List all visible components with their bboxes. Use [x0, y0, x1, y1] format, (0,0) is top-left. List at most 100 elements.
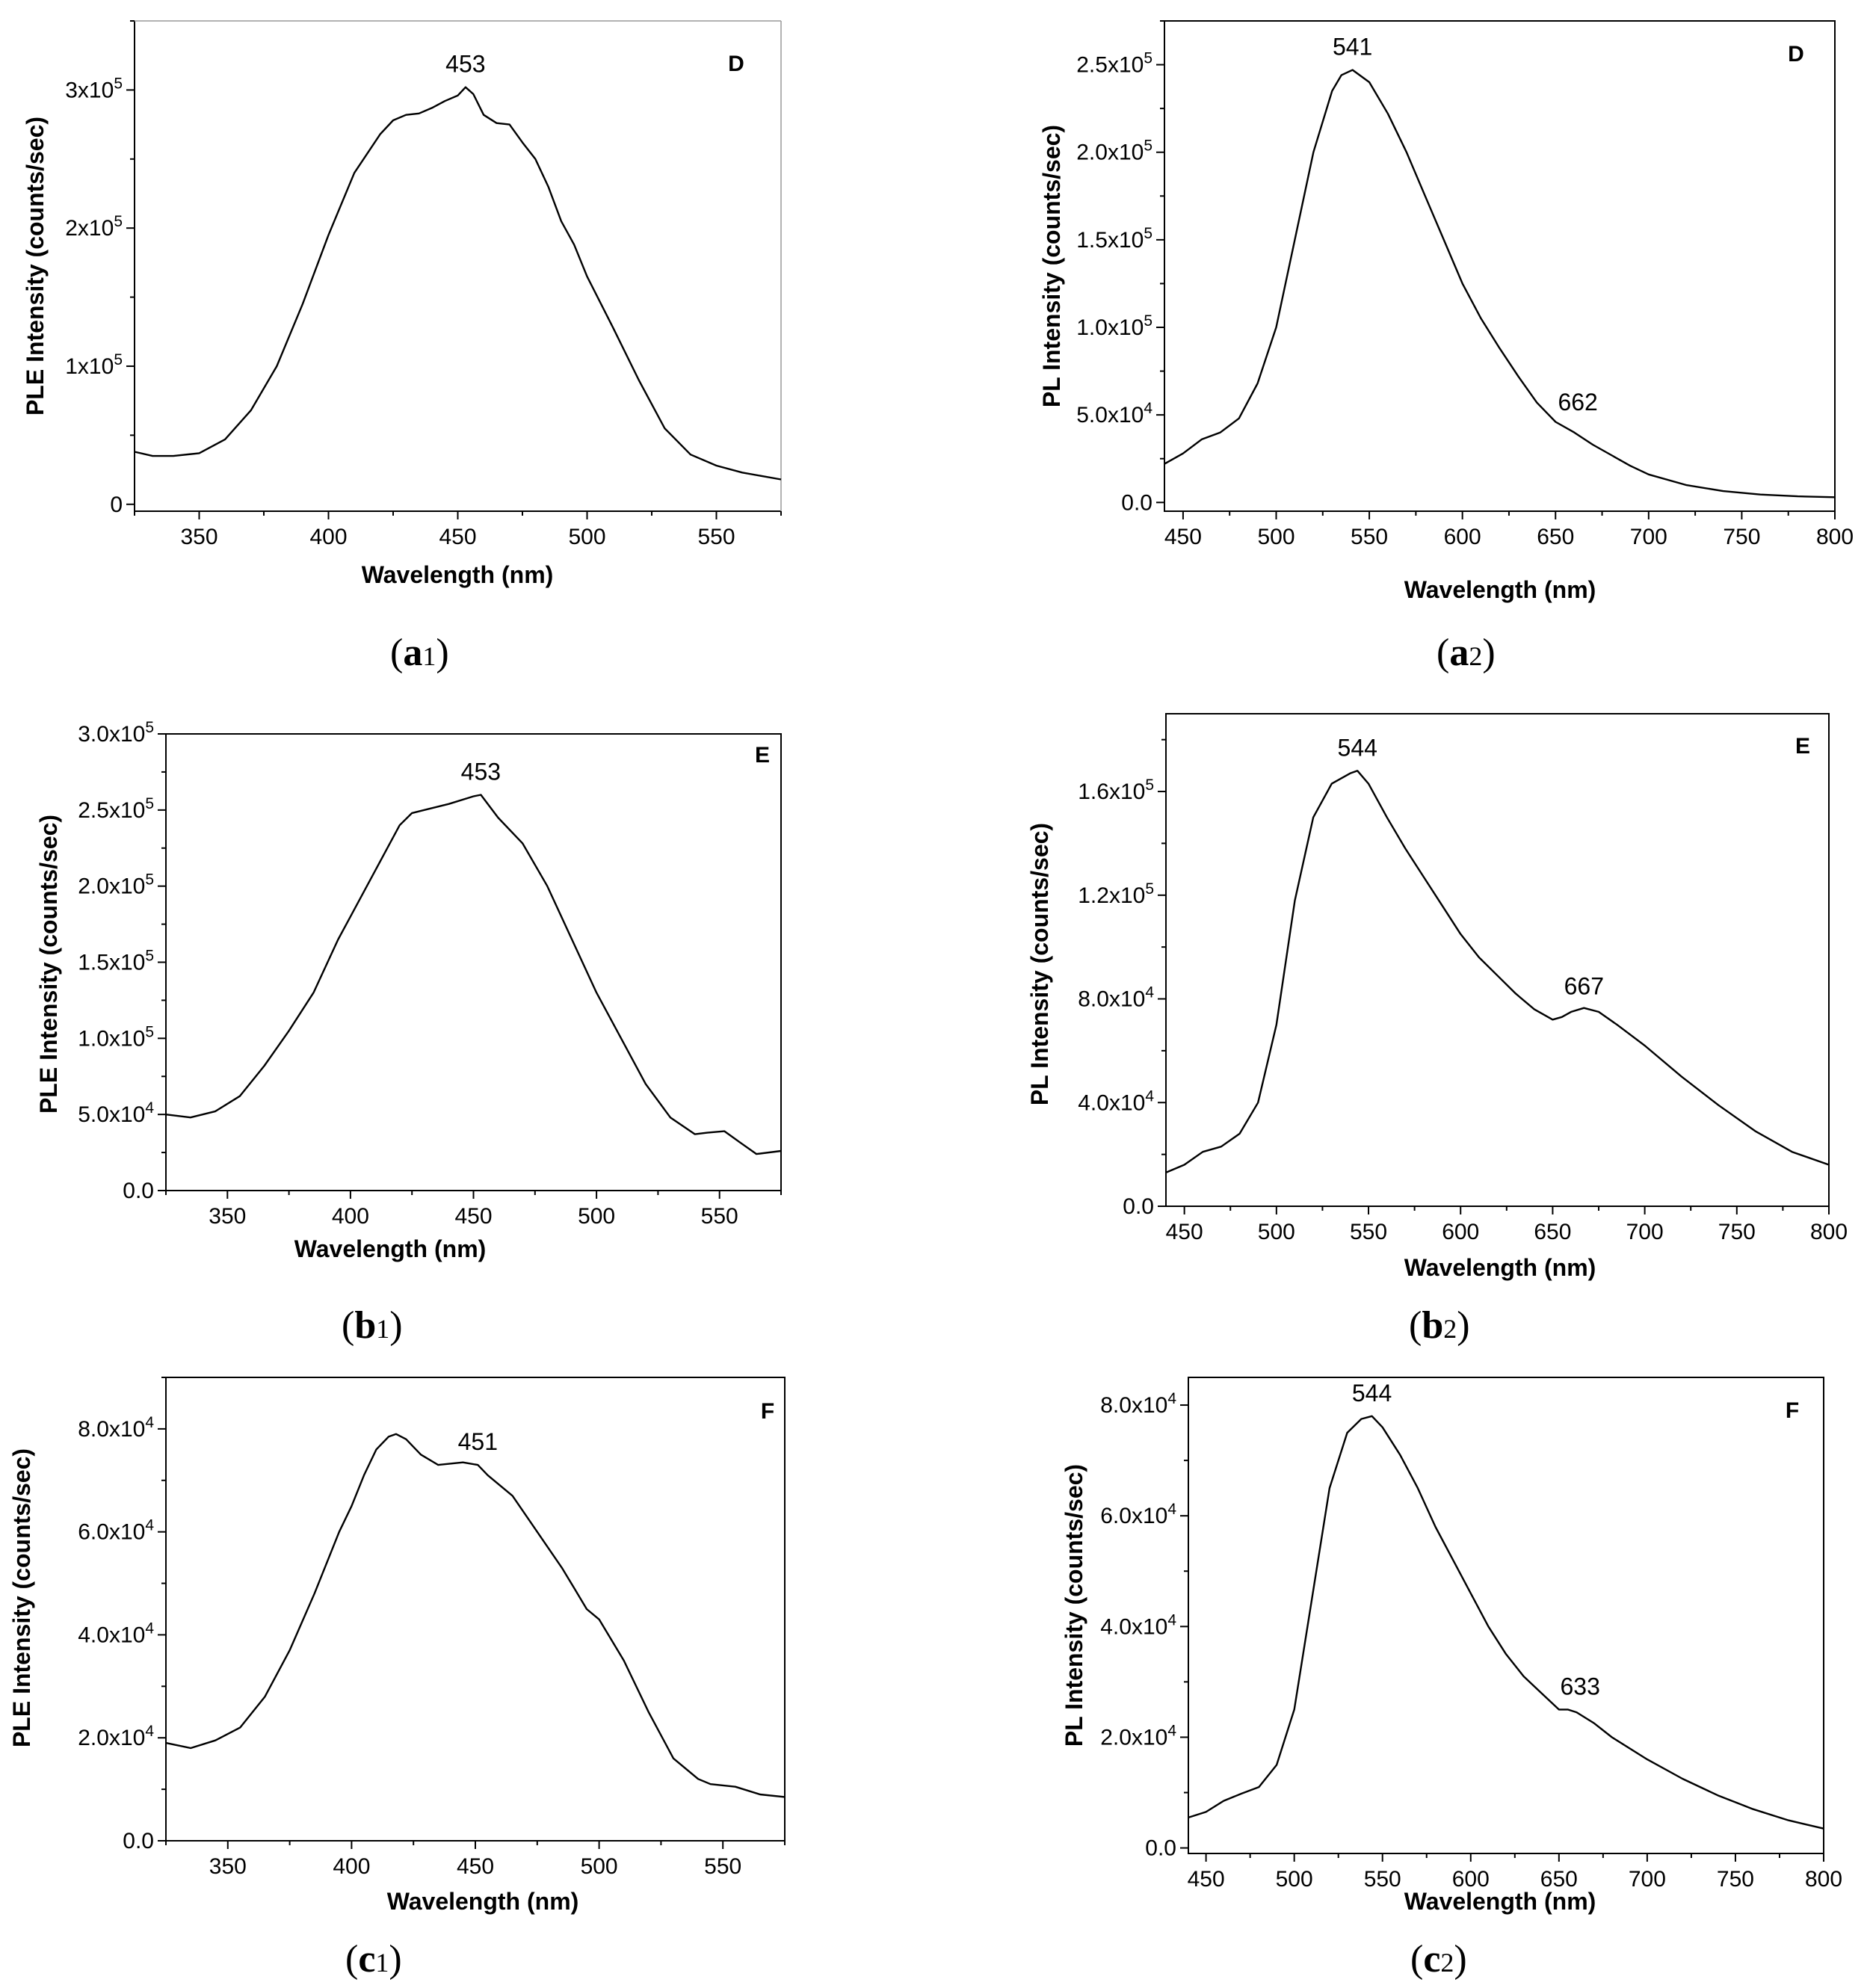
x-tick-label: 500	[568, 525, 605, 549]
x-tick-label: 800	[1805, 1867, 1842, 1892]
y-tick-mantissa: 1.0x10	[78, 1026, 145, 1051]
y-tick-mantissa: 0	[110, 493, 123, 517]
y-tick-mantissa: 3.0x10	[78, 722, 145, 747]
y-tick-label: 1.2x105	[1078, 880, 1154, 908]
y-tick-exponent: 4	[1167, 1722, 1176, 1739]
y-tick-label: 0.0	[1145, 1836, 1176, 1861]
x-tick-label: 550	[701, 1204, 738, 1229]
x-axis-title: Wavelength (nm)	[362, 561, 554, 588]
y-tick-exponent: 5	[114, 351, 123, 368]
panel-caption-group: (a2)	[1437, 632, 1496, 674]
y-tick-label: 3x105	[65, 75, 123, 102]
y-tick-mantissa: 2.0x10	[1076, 141, 1144, 165]
y-tick-mantissa: 1.0x10	[1076, 315, 1144, 340]
y-tick-label: 0.0	[123, 1179, 154, 1203]
sample-label: E	[1795, 734, 1810, 759]
plot-frame	[1164, 20, 1836, 512]
peak-label: 544	[1338, 734, 1377, 761]
x-tick-label: 650	[1534, 1220, 1571, 1244]
y-tick-mantissa: 1x10	[65, 354, 114, 379]
y-tick-label: 2.5x105	[1076, 50, 1152, 78]
y-tick-exponent: 4	[145, 1517, 154, 1534]
x-tick-label: 600	[1444, 525, 1481, 549]
series-line	[1164, 69, 1836, 498]
y-tick-mantissa: 8.0x10	[1078, 987, 1145, 1012]
peak-label: 667	[1564, 972, 1604, 999]
sample-label: D	[728, 52, 744, 76]
y-axis-title: PL Intensity (counts/sec)	[1026, 823, 1053, 1105]
y-tick-label: 1.5x105	[78, 948, 154, 975]
x-tick-label: 550	[697, 525, 735, 549]
y-tick-mantissa: 0.0	[123, 1829, 154, 1853]
x-tick-label: 450	[1164, 525, 1202, 549]
y-tick-mantissa: 2.0x10	[78, 1726, 145, 1750]
y-tick-label: 0	[110, 493, 123, 517]
x-tick-label: 500	[578, 1204, 615, 1229]
panel-caption-group: (b2)	[1409, 1304, 1470, 1347]
sample-label: D	[1788, 42, 1804, 67]
x-axis-title-group: Wavelength (nm)	[1404, 1254, 1596, 1281]
y-tick-exponent: 5	[1144, 225, 1152, 242]
y-tick-exponent: 5	[1144, 138, 1152, 155]
y-tick-label: 5.0x104	[1076, 400, 1152, 427]
y-tick-mantissa: 0.0	[1121, 490, 1152, 515]
y-tick-mantissa: 2.5x10	[78, 798, 145, 823]
y-tick-mantissa: 5.0x10	[1076, 403, 1144, 427]
y-tick-label: 0.0	[123, 1829, 154, 1853]
x-axis-title-group: Wavelength (nm)	[1404, 1888, 1596, 1915]
y-tick-mantissa: 0.0	[123, 1179, 154, 1203]
x-axis-title-group: Wavelength (nm)	[1404, 576, 1596, 603]
y-tick-label: 1x105	[65, 351, 123, 379]
y-tick-exponent: 4	[1167, 1501, 1176, 1518]
plot-frame	[1165, 713, 1830, 1207]
y-tick-mantissa: 1.5x10	[78, 951, 145, 975]
x-tick-label: 500	[1258, 1220, 1295, 1244]
series-line	[165, 1433, 786, 1798]
y-tick-exponent: 5	[145, 1023, 154, 1040]
y-axis-title-group: PLE Intensity (counts/sec)	[35, 815, 62, 1114]
x-axis-title: Wavelength (nm)	[1404, 1888, 1596, 1915]
y-tick-label: 2.0x104	[1100, 1722, 1176, 1750]
x-tick-label: 750	[1718, 1220, 1756, 1244]
y-tick-exponent: 4	[1144, 400, 1152, 417]
panel-c1: F Wavelength (nm) PLE Intensity (counts/…	[8, 1377, 786, 1981]
y-tick-mantissa: 1.5x10	[1076, 228, 1144, 253]
sample-label-group: D	[728, 52, 744, 76]
panel-caption-group: (a1)	[390, 632, 449, 674]
series-line	[1188, 1415, 1824, 1830]
y-tick-label: 1.6x105	[1078, 777, 1154, 804]
y-tick-label: 5.0x104	[78, 1099, 154, 1127]
y-tick-mantissa: 0.0	[1123, 1194, 1154, 1219]
x-tick-label: 750	[1723, 525, 1760, 549]
y-tick-exponent: 4	[145, 1099, 154, 1117]
x-tick-label: 700	[1626, 1220, 1664, 1244]
panel-caption: (c1)	[345, 1938, 402, 1981]
x-axis-title: Wavelength (nm)	[1404, 1254, 1596, 1281]
y-tick-exponent: 4	[1145, 1087, 1154, 1105]
x-tick-label: 800	[1816, 525, 1854, 549]
panel-b2: E Wavelength (nm) PL Intensity (counts/s…	[1026, 713, 1848, 1347]
y-tick-mantissa: 0.0	[1145, 1836, 1176, 1861]
y-axis-title: PLE Intensity (counts/sec)	[22, 117, 49, 416]
peak-label: 451	[458, 1428, 498, 1455]
x-tick-label: 450	[1188, 1867, 1225, 1892]
x-tick-label: 450	[457, 1854, 494, 1879]
y-tick-exponent: 5	[145, 948, 154, 965]
panel-a2: D Wavelength (nm) PL Intensity (counts/s…	[1038, 20, 1854, 674]
sample-label-group: F	[761, 1399, 774, 1424]
panel-b1: E Wavelength (nm) PLE Intensity (counts/…	[35, 719, 782, 1347]
y-tick-label: 8.0x104	[1100, 1390, 1176, 1418]
y-axis-title: PLE Intensity (counts/sec)	[8, 1448, 35, 1747]
y-tick-exponent: 5	[1144, 50, 1152, 67]
y-tick-label: 2.0x105	[1076, 138, 1152, 165]
x-tick-label: 600	[1442, 1220, 1479, 1244]
x-axis-title: Wavelength (nm)	[294, 1235, 487, 1262]
x-axis-title: Wavelength (nm)	[1404, 576, 1596, 603]
x-tick-label: 500	[581, 1854, 618, 1879]
y-tick-mantissa: 4.0x10	[1100, 1614, 1167, 1639]
y-tick-mantissa: 3x10	[65, 78, 114, 102]
y-tick-label: 0.0	[1123, 1194, 1154, 1219]
y-tick-label: 4.0x104	[78, 1620, 154, 1647]
x-tick-label: 450	[454, 1204, 492, 1229]
